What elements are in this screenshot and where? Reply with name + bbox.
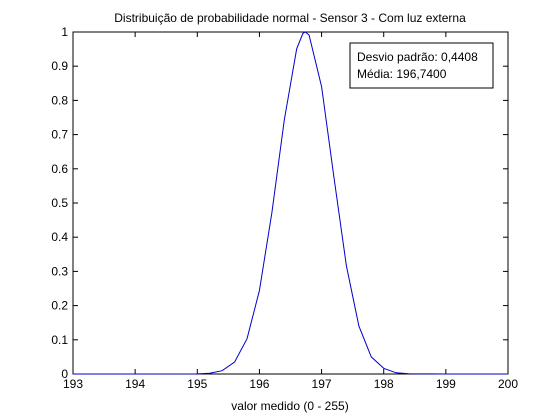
x-tick-label: 197 (312, 377, 332, 391)
y-tick-label: 0.5 (51, 196, 68, 210)
x-tick-label: 195 (187, 377, 207, 391)
x-tick-label: 194 (125, 377, 145, 391)
x-tick-label: 200 (498, 377, 518, 391)
x-axis-label: valor medido (0 - 255) (231, 399, 348, 413)
y-tick-label: 0.6 (51, 162, 68, 176)
x-tick-label: 193 (63, 377, 83, 391)
y-tick-label: 0.2 (51, 299, 68, 313)
x-tick-label: 199 (436, 377, 456, 391)
mean-label: Média: 196,7400 (357, 67, 447, 81)
chart-title: Distribuição de probabilidade normal - S… (114, 11, 466, 25)
distribution-curve (73, 31, 508, 375)
y-tick-label: 0.3 (51, 264, 68, 278)
y-axis: 0 0.1 0.2 0.3 0.4 0.5 0.6 0.7 0.8 0.9 1 (51, 25, 508, 381)
plot-area (72, 31, 509, 375)
y-tick-label: 0 (61, 367, 68, 381)
y-tick-label: 1 (61, 25, 68, 39)
x-axis: 193 194 195 196 197 198 199 200 (63, 32, 518, 391)
y-tick-label: 0.9 (51, 59, 68, 73)
y-tick-label: 0.7 (51, 128, 68, 142)
y-tick-label: 0.4 (51, 230, 68, 244)
std-dev-label: Desvio padrão: 0,4408 (357, 50, 478, 64)
stats-box: Desvio padrão: 0,4408 Média: 196,7400 (349, 42, 494, 89)
y-tick-label: 0.8 (51, 93, 68, 107)
x-tick-label: 196 (249, 377, 269, 391)
x-tick-label: 198 (374, 377, 394, 391)
stats-box-frame (349, 42, 494, 89)
y-tick-label: 0.1 (51, 333, 68, 347)
